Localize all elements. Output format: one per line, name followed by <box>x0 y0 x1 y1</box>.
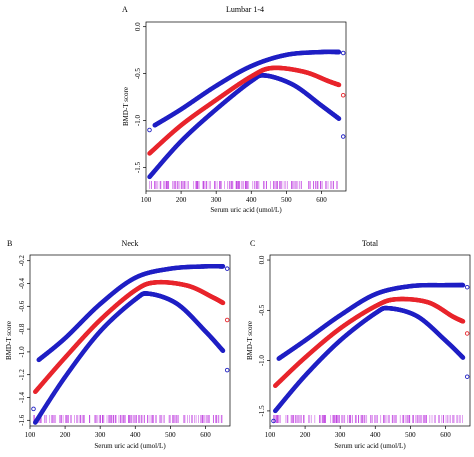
x-tick-label: 200 <box>60 431 71 439</box>
fit-curve-point <box>460 319 466 324</box>
plot-frame <box>145 21 347 192</box>
fit-curve-point <box>220 300 226 306</box>
outlier-point <box>224 367 230 373</box>
y-tick-label: -1.0 <box>18 346 26 358</box>
ci-upper-curve <box>36 263 226 363</box>
y-tick-label: -1.6 <box>18 414 26 426</box>
y-tick-label: -0.6 <box>18 300 26 312</box>
y-tick-label: -1.5 <box>258 405 266 417</box>
y-axis-label: BMD-T score <box>5 321 13 360</box>
x-axis-label: Serum uric acid (umol/L) <box>94 442 166 450</box>
rug <box>33 415 223 423</box>
panel-letter: B <box>7 239 12 248</box>
ci-lower-curve <box>273 305 466 414</box>
fit-curve-point <box>336 82 342 88</box>
x-tick-label: 200 <box>176 196 187 204</box>
x-tick-label: 500 <box>281 196 292 204</box>
ci-lower-curve-point <box>460 355 466 360</box>
x-tick-label: 400 <box>130 431 141 439</box>
y-axis-label: BMD-T score <box>246 321 254 360</box>
x-tick-label: 100 <box>265 431 276 439</box>
x-tick-label: 200 <box>300 431 311 439</box>
panel-title: Total <box>362 239 379 248</box>
outlier-point <box>224 317 230 323</box>
x-tick-label: 100 <box>25 431 36 439</box>
x-tick-label: 300 <box>211 196 222 204</box>
x-tick-label: 500 <box>405 431 416 439</box>
y-tick-label: -0.4 <box>18 277 26 289</box>
y-tick-label: -1.5 <box>134 161 142 173</box>
outlier-point <box>31 406 36 412</box>
outlier-point <box>464 374 470 379</box>
x-tick-label: 300 <box>335 431 346 439</box>
x-axis-label: Serum uric acid (umol/L) <box>210 206 282 214</box>
y-tick-label: -0.8 <box>18 323 26 335</box>
rug <box>273 415 464 423</box>
outlier-point <box>340 50 346 56</box>
fit-curve <box>273 296 466 389</box>
x-tick-label: 600 <box>440 431 451 439</box>
outlier-point <box>147 127 152 133</box>
y-tick-label: -0.5 <box>134 68 142 80</box>
ci-upper-curve-point <box>220 264 226 269</box>
panel-title: Lumbar 1-4 <box>226 5 264 14</box>
outlier-point <box>340 92 346 98</box>
x-tick-label: 400 <box>246 196 257 204</box>
y-tick-label: -1.0 <box>258 355 266 367</box>
ci-lower-curve <box>33 291 226 425</box>
panel-letter: A <box>122 5 128 14</box>
fit-curve <box>33 279 226 395</box>
x-tick-label: 600 <box>316 196 327 204</box>
x-tick-label: 100 <box>141 196 152 204</box>
y-tick-label: -1.4 <box>18 391 26 403</box>
plot-frame <box>269 254 471 427</box>
ci-upper-curve <box>276 282 466 361</box>
x-tick-label: 400 <box>370 431 381 439</box>
ci-upper-curve-point <box>336 49 342 55</box>
y-tick-label: -1.2 <box>18 369 26 381</box>
panel-a: A Lumbar 1-4 100 200 300 400 500 600 0.0 -0.5 -1.0… <box>122 5 347 214</box>
plot-frame <box>29 254 231 427</box>
x-tick-label: 500 <box>165 431 176 439</box>
ci-lower-curve-point <box>220 348 226 354</box>
ci-lower-curve-point <box>336 116 342 121</box>
y-tick-label: -0.5 <box>258 304 266 316</box>
panel-c: C Total 100 200 300 400 500 600 0.0 -0.5 -1.0 -1.5 S… <box>246 239 471 450</box>
panel-letter: C <box>250 239 255 248</box>
y-tick-label: 0.0 <box>134 22 142 31</box>
x-tick-label: 300 <box>95 431 106 439</box>
y-tick-label: 0.0 <box>258 255 266 264</box>
outlier-point <box>464 331 470 336</box>
ci-lower-curve <box>147 73 342 180</box>
ci-upper-curve <box>152 49 342 128</box>
outlier-point <box>340 134 346 139</box>
fit-curve <box>147 65 342 156</box>
outlier-point <box>271 418 276 424</box>
ci-upper-curve-point <box>460 282 466 288</box>
outlier-point <box>464 284 470 290</box>
panel-b: B Neck 100 200 300 400 500 600 -0.2 -0.4 -0.6 -0.8 -… <box>5 239 231 450</box>
y-tick-label: -0.2 <box>18 255 26 267</box>
panel-title: Neck <box>122 239 139 248</box>
y-axis-label: BMD-T score <box>122 87 130 126</box>
y-tick-label: -1.0 <box>134 115 142 127</box>
x-tick-label: 600 <box>200 431 211 439</box>
x-axis-label: Serum uric acid (umol/L) <box>334 442 406 450</box>
outlier-point <box>224 266 230 271</box>
rug <box>149 181 338 189</box>
